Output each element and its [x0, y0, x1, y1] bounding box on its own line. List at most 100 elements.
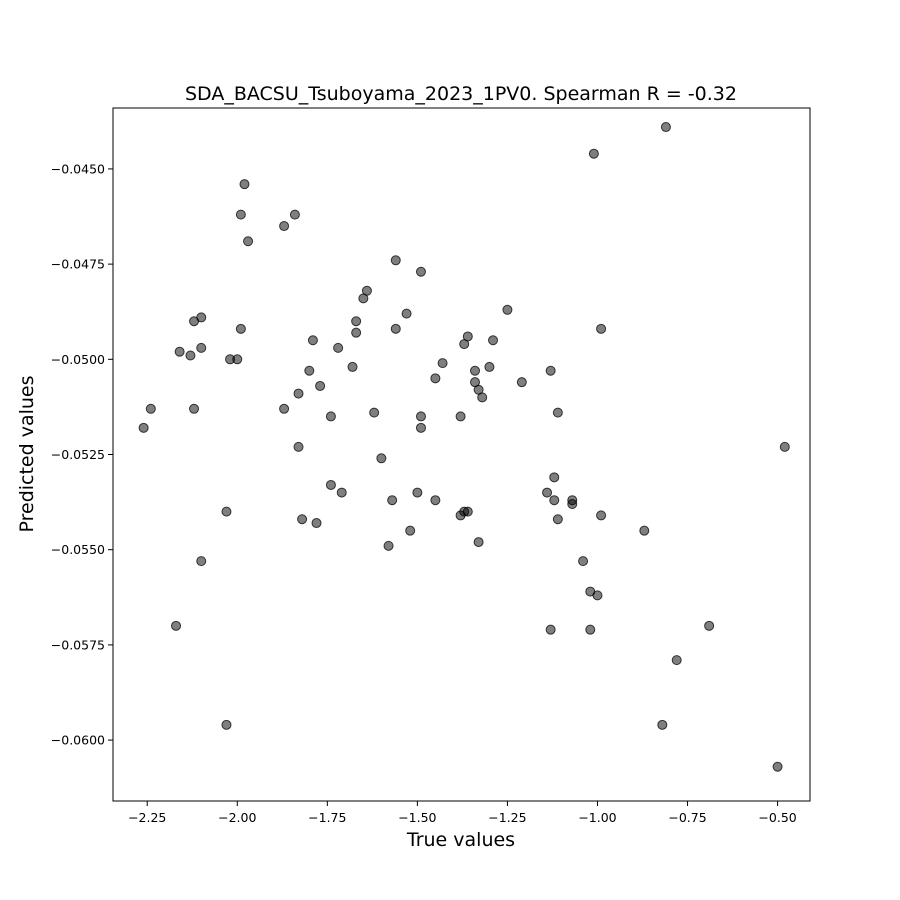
data-point: [484, 361, 495, 372]
data-points: [138, 122, 790, 772]
x-axis-label: True values: [406, 829, 515, 851]
data-point: [390, 255, 401, 266]
data-point: [545, 624, 556, 635]
plot-area-frame: [112, 107, 811, 802]
data-point: [660, 122, 671, 133]
data-point: [437, 358, 448, 369]
data-point: [185, 350, 196, 361]
data-point: [279, 403, 290, 414]
data-point: [232, 354, 243, 365]
data-point: [596, 510, 607, 521]
data-point: [473, 537, 484, 548]
data-point: [578, 556, 589, 567]
data-point: [221, 719, 232, 730]
data-point: [189, 403, 200, 414]
data-point: [516, 377, 527, 388]
data-point: [502, 304, 513, 315]
data-point: [347, 361, 358, 372]
data-point: [430, 373, 441, 384]
data-point: [477, 392, 488, 403]
data-point: [542, 487, 553, 498]
data-point: [145, 403, 156, 414]
data-point: [390, 323, 401, 334]
data-point: [545, 365, 556, 376]
data-point: [325, 479, 336, 490]
data-point: [592, 590, 603, 601]
data-point: [376, 453, 387, 464]
x-tick-label: −1.75: [308, 810, 346, 825]
x-tick-label: −2.25: [128, 810, 166, 825]
data-point: [351, 327, 362, 338]
x-tick-label: −0.50: [758, 810, 796, 825]
y-axis-label: Predicted values: [16, 375, 38, 532]
data-point: [549, 472, 560, 483]
data-point: [289, 209, 300, 220]
y-axis-ticks: −0.0600 −0.0575 −0.0550 −0.0525 −0.0500 −0.04…: [51, 161, 113, 748]
data-point: [462, 331, 473, 342]
data-point: [488, 335, 499, 346]
data-point: [361, 285, 372, 296]
data-point: [430, 495, 441, 506]
data-point: [239, 179, 250, 190]
data-point: [552, 407, 563, 418]
data-point: [704, 620, 715, 631]
data-point: [383, 540, 394, 551]
data-point: [196, 312, 207, 323]
data-point: [369, 407, 380, 418]
data-point: [549, 495, 560, 506]
y-tick-label: −0.0550: [51, 542, 105, 557]
data-point: [307, 335, 318, 346]
data-point: [470, 365, 481, 376]
data-point: [311, 518, 322, 529]
data-point: [462, 506, 473, 517]
data-point: [221, 506, 232, 517]
data-point: [293, 441, 304, 452]
data-point: [772, 761, 783, 772]
data-point: [235, 323, 246, 334]
chart-title: SDA_BACSU_Tsuboyama_2023_1PV0. Spearman …: [185, 83, 737, 105]
data-point: [171, 620, 182, 631]
data-point: [588, 148, 599, 159]
x-tick-label: −0.75: [668, 810, 706, 825]
data-point: [779, 441, 790, 452]
x-tick-label: −1.50: [398, 810, 436, 825]
data-point: [333, 342, 344, 353]
x-tick-label: −1.00: [578, 810, 616, 825]
data-point: [639, 525, 650, 536]
data-point: [196, 342, 207, 353]
data-point: [138, 422, 149, 433]
y-tick-label: −0.0525: [51, 447, 105, 462]
data-point: [596, 323, 607, 334]
y-tick-label: −0.0475: [51, 257, 105, 272]
data-point: [297, 514, 308, 525]
y-tick-label: −0.0600: [51, 733, 105, 748]
data-point: [415, 411, 426, 422]
data-point: [304, 365, 315, 376]
data-point: [235, 209, 246, 220]
data-point: [455, 411, 466, 422]
data-point: [315, 380, 326, 391]
y-tick-label: −0.0500: [51, 352, 105, 367]
data-point: [415, 422, 426, 433]
x-tick-label: −1.25: [488, 810, 526, 825]
data-point: [279, 221, 290, 232]
data-point: [325, 411, 336, 422]
data-point: [585, 624, 596, 635]
data-point: [351, 316, 362, 327]
y-tick-label: −0.0575: [51, 637, 105, 652]
data-point: [196, 556, 207, 567]
data-point: [243, 236, 254, 247]
x-axis-ticks: −2.25 −2.00 −1.75 −1.50 −1.25 −1.00 −0.75 −0.50: [128, 801, 797, 825]
data-point: [293, 388, 304, 399]
y-tick-label: −0.0450: [51, 161, 105, 176]
data-point: [415, 266, 426, 277]
x-tick-label: −2.00: [218, 810, 256, 825]
data-point: [552, 514, 563, 525]
data-point: [174, 346, 185, 357]
data-point: [405, 525, 416, 536]
data-point: [671, 655, 682, 666]
data-point: [412, 487, 423, 498]
data-point: [387, 495, 398, 506]
data-point: [657, 719, 668, 730]
